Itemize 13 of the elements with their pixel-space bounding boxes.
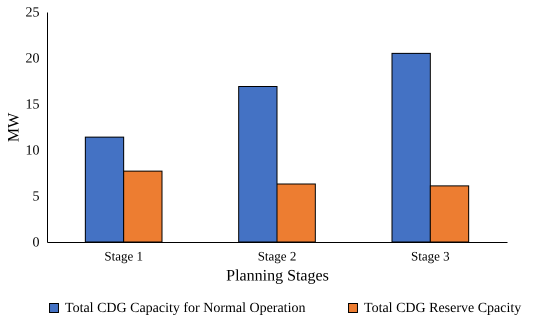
y-tick-label: 0	[32, 236, 40, 250]
x-tick-label: Stage 3	[411, 248, 450, 264]
legend-label: Total CDG Capacity for Normal Operation	[65, 301, 306, 316]
x-axis-title: Planning Stages	[226, 268, 329, 284]
y-tick-label: 25	[26, 6, 40, 20]
x-tick-label: Stage 2	[258, 248, 296, 264]
y-tick-label: 15	[26, 98, 40, 112]
x-tick-label: Stage 1	[104, 248, 143, 264]
y-tick-label: 20	[26, 52, 40, 66]
y-tick-label: 10	[26, 144, 40, 158]
y-axis-title: MW	[6, 112, 22, 142]
y-tick-label: 5	[32, 190, 40, 204]
legend-label: Total CDG Reserve Cpacity	[364, 301, 522, 316]
